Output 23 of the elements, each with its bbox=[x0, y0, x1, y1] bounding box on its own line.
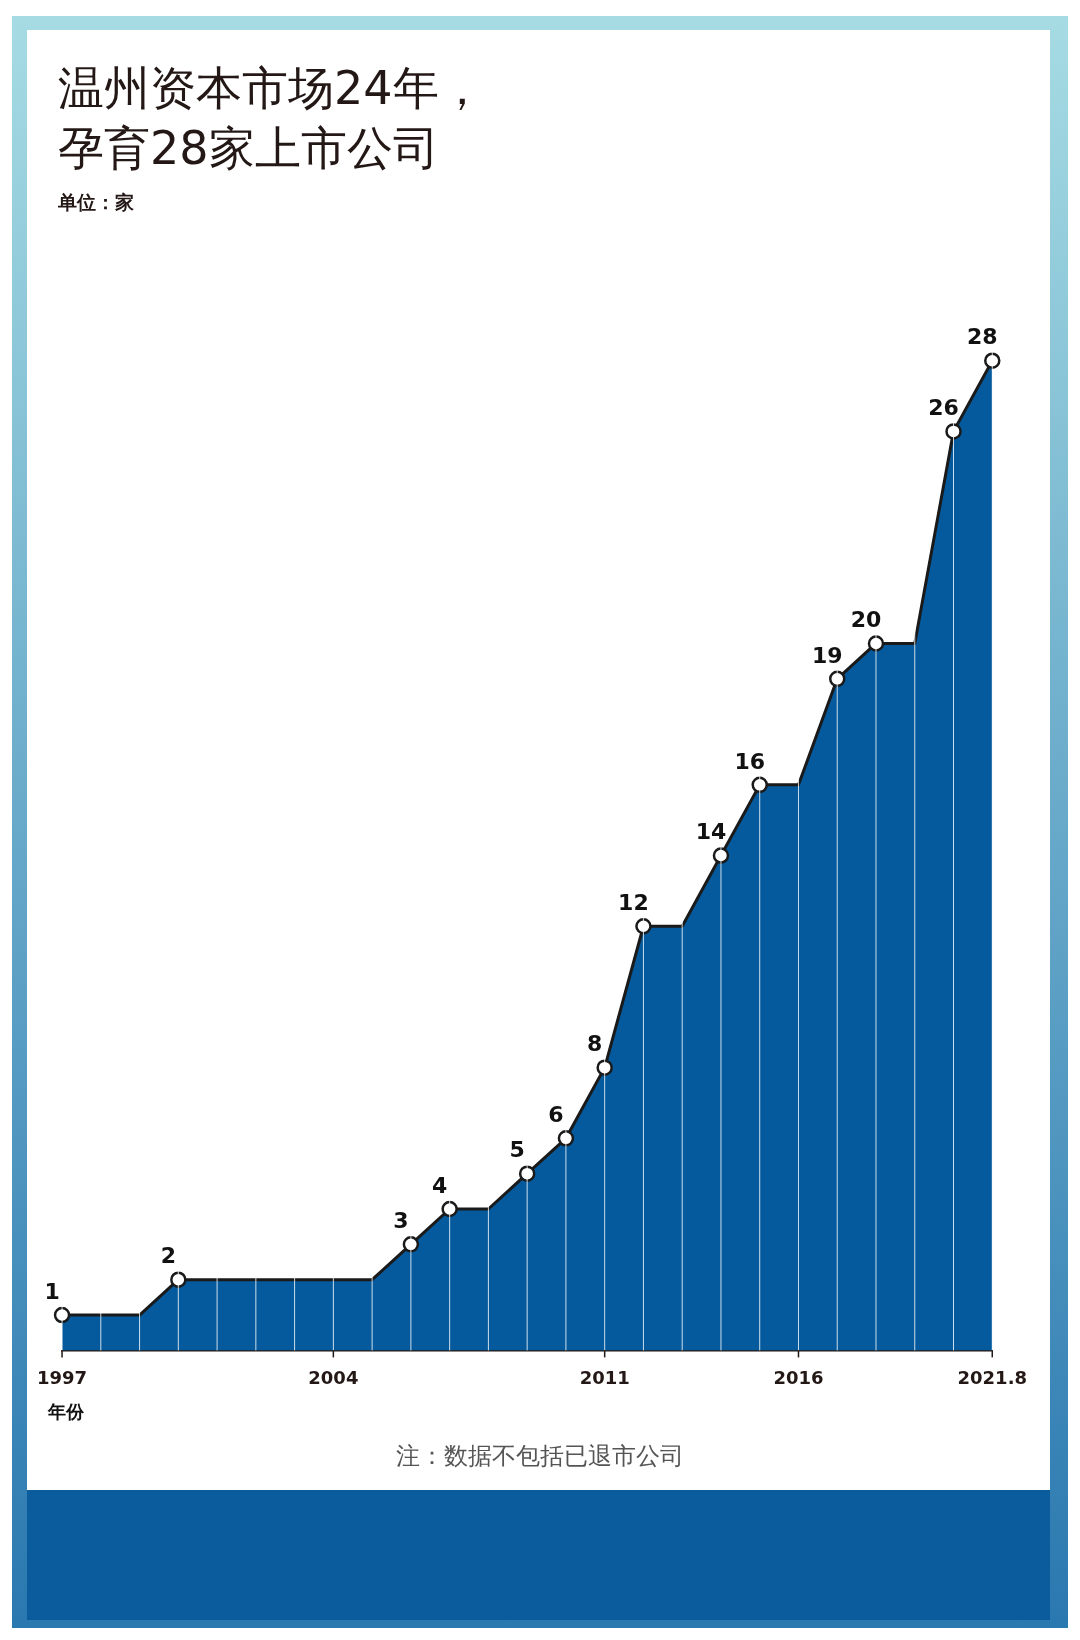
x-tick-label: 2004 bbox=[308, 1366, 359, 1388]
x-tick-label: 1997 bbox=[36, 1366, 88, 1388]
x-tick-label: 2016 bbox=[773, 1366, 824, 1388]
data-label: 26 bbox=[928, 395, 959, 421]
data-label: 19 bbox=[811, 642, 843, 668]
x-tick-label: 2011 bbox=[579, 1366, 630, 1388]
x-tick-label: 2021.8 bbox=[957, 1366, 1027, 1388]
data-label: 5 bbox=[509, 1137, 525, 1163]
text: 注：数据不包括已退市公司 bbox=[395, 1441, 685, 1472]
data-label: 14 bbox=[695, 819, 727, 845]
data-label: 3 bbox=[393, 1208, 409, 1234]
data-label: 1 bbox=[44, 1278, 60, 1304]
data-label: 28 bbox=[966, 324, 998, 350]
data-label: 4 bbox=[431, 1172, 448, 1198]
data-label: 16 bbox=[734, 748, 766, 774]
chart-title: 温州资本市场24年，孕育28家上市公司 bbox=[58, 60, 486, 177]
data-label: 6 bbox=[548, 1102, 564, 1128]
data-label: 8 bbox=[587, 1031, 603, 1057]
data-label: 20 bbox=[850, 607, 882, 633]
chart-subtitle: 单位：家 bbox=[58, 190, 134, 215]
x-axis-title: 年份 bbox=[47, 1400, 86, 1422]
data-label: 12 bbox=[618, 889, 649, 915]
data-label: 2 bbox=[160, 1243, 176, 1269]
